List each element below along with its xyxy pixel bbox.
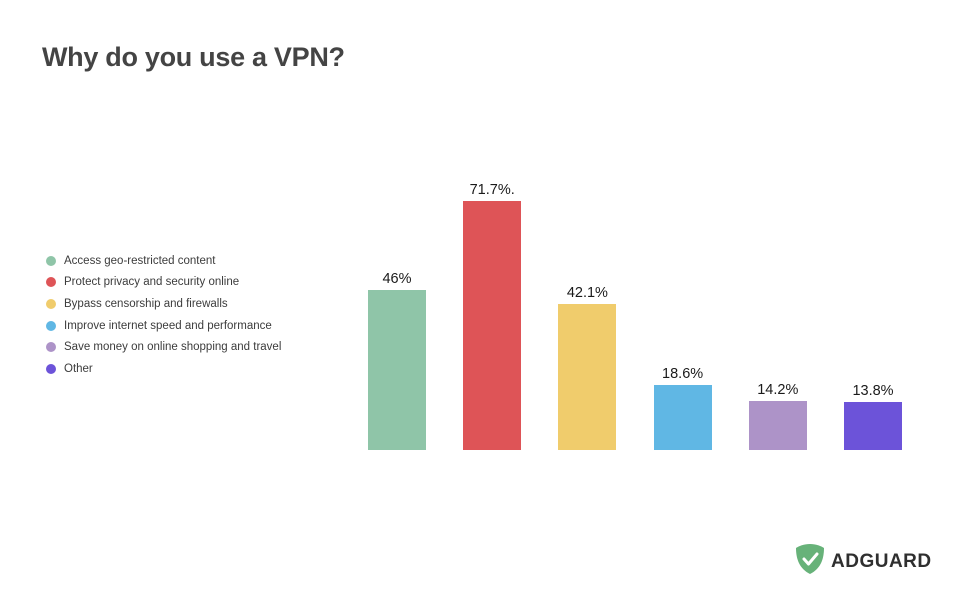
bar-value-label: 46% [382, 271, 412, 288]
bar-value-label: 18.6% [662, 366, 704, 383]
legend-dot-icon [46, 298, 56, 309]
bar [844, 402, 902, 450]
bar-value-label: 42.1% [566, 284, 608, 301]
legend-label: Improve internet speed and performance [64, 319, 272, 332]
chart-title: Why do you use a VPN? [42, 42, 345, 72]
legend-label: Other [64, 362, 93, 375]
bar-value-label: 71.7%. [469, 182, 515, 198]
legend-label: Bypass censorship and firewalls [64, 297, 228, 310]
legend-label: Protect privacy and security online [64, 276, 240, 289]
legend-dot-icon [46, 363, 56, 374]
bar [463, 201, 522, 450]
legend-item: Bypass censorship and firewalls [46, 293, 281, 315]
legend-item: Save money on online shopping and travel [46, 336, 281, 358]
legend-item: Access geo-restricted content [46, 250, 281, 272]
bar [748, 400, 807, 450]
legend-item: Protect privacy and security online [46, 272, 281, 294]
bar [558, 303, 617, 450]
bar [653, 385, 712, 450]
legend-dot-icon [46, 320, 56, 331]
adguard-logo: ADGUARD [795, 543, 932, 580]
legend-item: Improve internet speed and performance [46, 315, 281, 337]
logo-text: ADGUARD [831, 550, 932, 572]
legend: Access geo-restricted content Protect pri… [46, 250, 281, 380]
legend-dot-icon [46, 255, 56, 266]
legend-label: Save money on online shopping and travel [64, 341, 282, 354]
legend-dot-icon [46, 277, 56, 288]
legend-dot-icon [46, 342, 56, 353]
shield-check-icon [795, 543, 825, 580]
bar-value-label: 13.8% [852, 383, 894, 400]
bar [368, 290, 426, 450]
bar-value-label: 14.2% [757, 381, 799, 398]
legend-label: Access geo-restricted content [64, 254, 216, 267]
legend-item: Other [46, 358, 281, 380]
